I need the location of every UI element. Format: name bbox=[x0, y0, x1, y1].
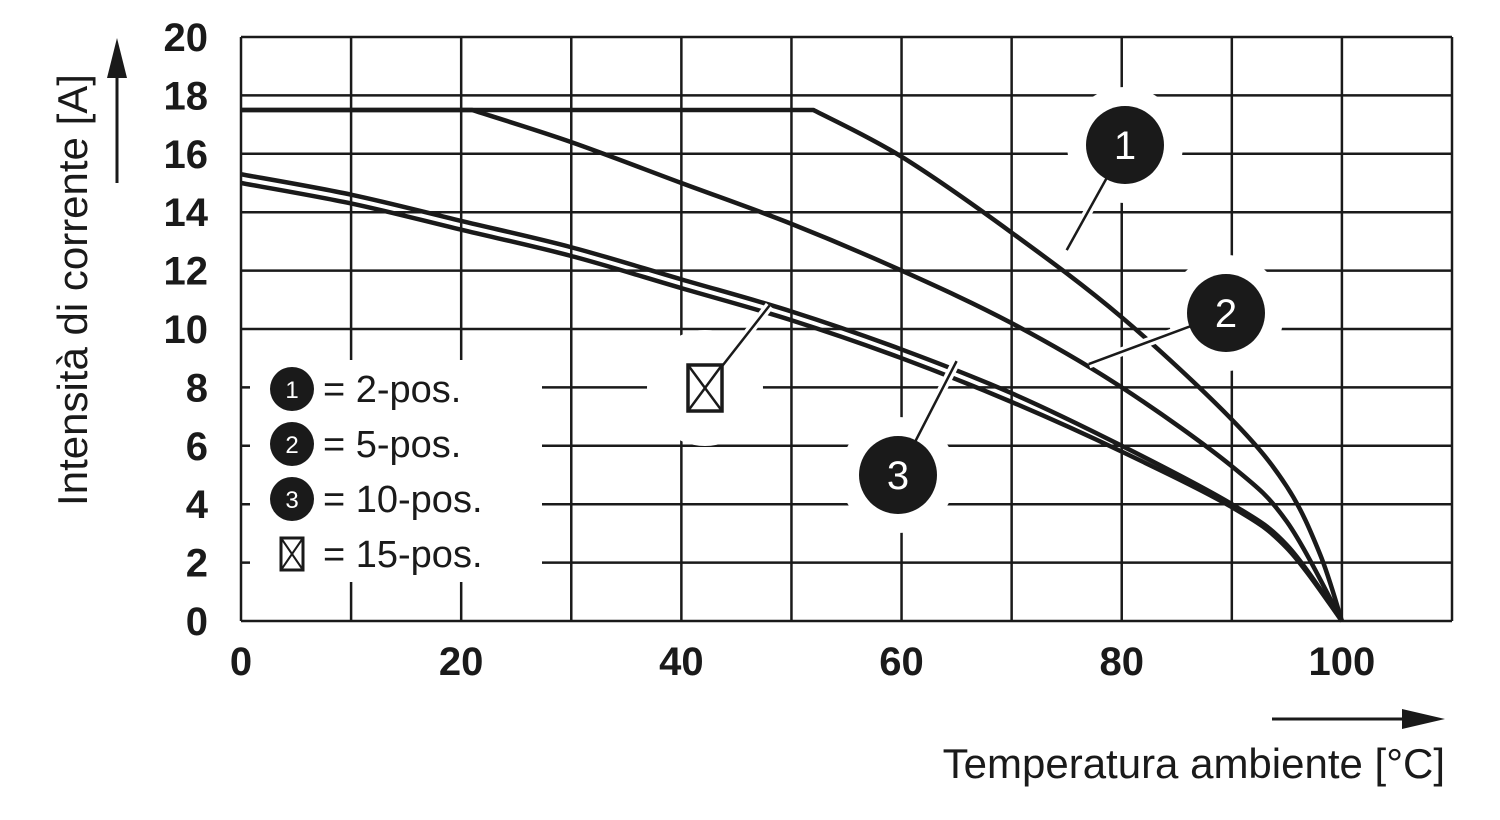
x-axis-arrowhead bbox=[1402, 709, 1445, 729]
y-tick-label: 12 bbox=[164, 250, 209, 294]
y-tick-label: 18 bbox=[164, 74, 209, 118]
x-tick-label: 80 bbox=[1099, 640, 1144, 684]
y-axis-arrowhead bbox=[107, 38, 127, 78]
callout-badge-label: 1 bbox=[1114, 124, 1136, 168]
x-tick-label: 20 bbox=[439, 640, 484, 684]
legend-badge-label: 1 bbox=[285, 377, 298, 404]
legend: 1 = 2-pos. 2 = 5-pos. 3 = 10-pos. = 15-pos. bbox=[250, 360, 542, 582]
legend-entry-label: = 5-pos. bbox=[323, 424, 461, 466]
callout-badge-1 bbox=[1086, 106, 1164, 184]
y-tick-label: 6 bbox=[186, 425, 208, 469]
x-tick-label: 60 bbox=[879, 640, 924, 684]
y-tick-label: 20 bbox=[164, 16, 209, 60]
x-tick-label: 40 bbox=[659, 640, 704, 684]
y-tick-label: 10 bbox=[164, 308, 209, 352]
callout-badge-3 bbox=[859, 436, 937, 514]
legend-badge-2 bbox=[270, 422, 314, 466]
y-tick-label: 4 bbox=[186, 483, 209, 527]
series-line-crossed-box bbox=[240, 180, 1344, 623]
callout-badge-label: 2 bbox=[1215, 292, 1237, 336]
callouts: 1 2 3 bbox=[647, 87, 1284, 533]
callout-badge-2 bbox=[1187, 274, 1265, 352]
axis-titles: Temperatura ambiente [°C] Intensità di c… bbox=[49, 38, 1445, 787]
legend-entry-label: = 10-pos. bbox=[323, 479, 483, 521]
y-tick-label: 8 bbox=[186, 366, 208, 410]
legend-badge-label: 3 bbox=[285, 487, 298, 514]
legend-crossed-box-icon bbox=[280, 537, 304, 571]
y-tick-label: 0 bbox=[186, 600, 208, 644]
y-tick-label: 2 bbox=[186, 542, 208, 586]
legend-badge-label: 2 bbox=[285, 432, 298, 459]
y-axis-title: Intensità di corrente [A] bbox=[49, 74, 96, 506]
x-axis-title: Temperatura ambiente [°C] bbox=[943, 740, 1445, 787]
crossed-box-icon bbox=[686, 364, 724, 412]
legend-entry-label: = 2-pos. bbox=[323, 369, 461, 411]
legend-entry-label: = 15-pos. bbox=[323, 534, 483, 576]
x-tick-label: 0 bbox=[230, 640, 252, 684]
series-line-2 bbox=[241, 107, 1344, 623]
y-tick-label: 16 bbox=[164, 133, 209, 177]
legend-badge-1 bbox=[270, 367, 314, 411]
callout-badge-label: 3 bbox=[887, 454, 909, 498]
legend-badge-3 bbox=[270, 477, 314, 521]
series-line-3 bbox=[240, 172, 1344, 623]
y-tick-label: 14 bbox=[164, 191, 209, 235]
x-tick-label: 100 bbox=[1309, 640, 1376, 684]
